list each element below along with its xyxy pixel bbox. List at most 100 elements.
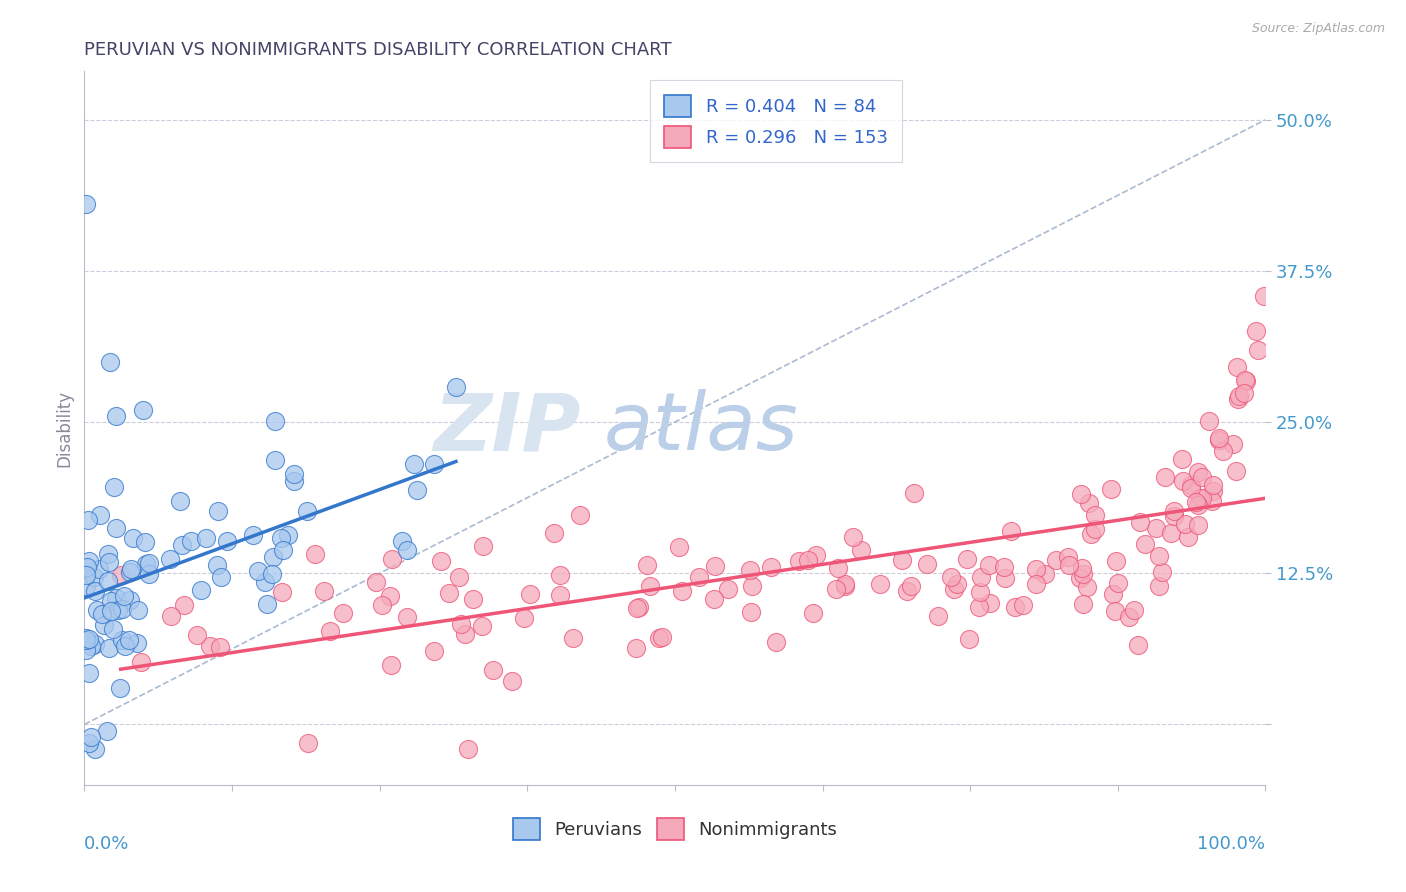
Point [75,579,97,593]
Point [98,354,121,368]
Point [402,457,425,471]
Point [129,655,152,669]
Point [159,552,181,566]
Point [97,574,120,589]
Point [636,558,658,572]
Point [83,584,105,599]
Point [1187,517,1209,532]
Point [903,485,925,500]
Point [1188,491,1211,505]
Point [1033,567,1056,582]
Point [1180,482,1202,496]
Point [391,534,413,549]
Point [135,557,157,571]
Point [668,540,690,554]
Point [1180,478,1202,492]
Point [396,543,419,558]
Point [869,577,891,591]
Point [472,539,495,553]
Point [1099,482,1122,496]
Point [900,579,922,593]
Point [454,626,477,640]
Point [890,553,912,567]
Text: 0.0%: 0.0% [84,835,129,853]
Point [942,582,965,596]
Point [1059,558,1081,572]
Point [97,547,120,561]
Point [1056,550,1078,565]
Point [967,599,990,614]
Point [1104,604,1126,618]
Point [1191,491,1213,505]
Point [103,480,125,494]
Point [957,632,980,646]
Point [256,597,278,611]
Point [738,564,761,578]
Point [1163,509,1185,524]
Point [97,641,120,656]
Point [1147,549,1170,564]
Point [1187,498,1209,512]
Point [797,553,820,567]
Point [104,409,127,423]
Point [79,640,101,654]
Point [138,556,160,570]
Point [704,558,727,573]
Point [107,603,129,617]
Point [759,559,782,574]
Point [173,598,195,612]
Point [138,566,160,581]
Point [1227,392,1250,406]
Point [215,533,238,548]
Point [253,574,276,589]
Point [380,657,402,672]
Point [169,494,191,508]
Point [1171,474,1194,488]
Point [1144,521,1167,535]
Point [312,584,335,599]
Point [1253,289,1275,303]
Point [481,663,503,677]
Point [648,631,671,645]
Point [1163,504,1185,518]
Point [77,554,100,568]
Point [717,582,740,597]
Point [319,624,342,638]
Point [1083,508,1105,522]
Point [96,723,118,738]
Point [132,403,155,417]
Point [98,555,121,569]
Point [1070,487,1092,501]
Point [1080,527,1102,541]
Point [1171,452,1194,467]
Point [1147,579,1170,593]
Point [86,603,108,617]
Point [548,568,571,582]
Point [190,583,212,598]
Point [75,568,97,582]
Point [927,608,949,623]
Point [688,570,710,584]
Point [945,576,967,591]
Text: Source: ZipAtlas.com: Source: ZipAtlas.com [1251,22,1385,36]
Point [80,730,103,744]
Point [1225,465,1247,479]
Point [75,631,97,645]
Point [89,508,111,522]
Point [120,592,142,607]
Legend: Peruvians, Nonimmigrants: Peruvians, Nonimmigrants [506,811,844,847]
Point [134,535,156,549]
Point [83,741,105,756]
Point [969,570,991,584]
Point [1191,469,1213,483]
Point [264,452,287,467]
Point [77,513,100,527]
Point [270,532,292,546]
Point [430,553,453,567]
Point [264,414,287,428]
Point [406,483,429,498]
Point [1160,526,1182,541]
Point [969,585,991,599]
Point [827,561,849,575]
Point [198,639,221,653]
